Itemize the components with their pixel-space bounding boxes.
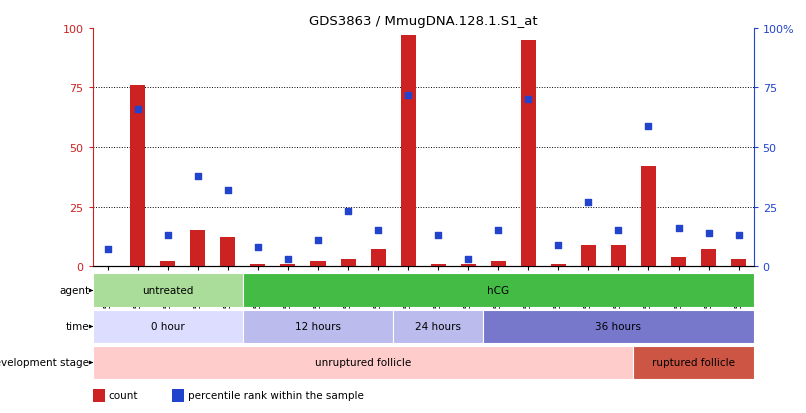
Point xyxy=(702,230,715,236)
Bar xyxy=(172,389,184,401)
Point xyxy=(131,106,144,113)
Point xyxy=(281,256,294,263)
Point xyxy=(312,237,325,244)
Bar xyxy=(430,264,446,266)
Point xyxy=(552,242,565,248)
Point xyxy=(672,225,685,232)
Point xyxy=(521,97,534,104)
Bar xyxy=(243,310,393,344)
Bar xyxy=(671,257,686,266)
Bar xyxy=(393,310,484,344)
Title: GDS3863 / MmugDNA.128.1.S1_at: GDS3863 / MmugDNA.128.1.S1_at xyxy=(309,15,538,28)
Point xyxy=(161,232,174,239)
Bar xyxy=(93,274,243,308)
Point xyxy=(102,247,114,253)
Bar xyxy=(731,259,746,266)
Bar xyxy=(521,41,536,266)
Point xyxy=(222,187,235,194)
Bar xyxy=(491,262,506,266)
Text: time: time xyxy=(66,322,89,332)
Text: untreated: untreated xyxy=(142,286,193,296)
Text: 12 hours: 12 hours xyxy=(295,322,341,332)
Bar xyxy=(190,231,206,266)
Bar xyxy=(220,238,235,266)
Text: hCG: hCG xyxy=(487,286,509,296)
Bar xyxy=(634,346,754,380)
Text: development stage: development stage xyxy=(0,358,89,368)
Bar xyxy=(251,264,265,266)
Point xyxy=(642,123,655,130)
Bar xyxy=(341,259,355,266)
Text: ruptured follicle: ruptured follicle xyxy=(652,358,735,368)
Text: 36 hours: 36 hours xyxy=(596,322,642,332)
Point xyxy=(342,209,355,215)
Bar xyxy=(371,250,385,266)
Text: 24 hours: 24 hours xyxy=(415,322,461,332)
Bar xyxy=(243,274,754,308)
Point xyxy=(372,228,384,234)
Bar xyxy=(131,86,145,266)
Point xyxy=(432,232,445,239)
Bar xyxy=(93,346,634,380)
Text: count: count xyxy=(109,390,138,400)
Point xyxy=(732,232,745,239)
Bar xyxy=(581,245,596,266)
Text: percentile rank within the sample: percentile rank within the sample xyxy=(188,390,364,400)
Point xyxy=(582,199,595,206)
Point xyxy=(401,92,414,99)
Bar xyxy=(701,250,716,266)
Bar xyxy=(550,264,566,266)
Bar xyxy=(401,36,416,266)
Point xyxy=(251,244,264,251)
Point xyxy=(612,228,625,234)
Bar xyxy=(160,262,176,266)
Point xyxy=(462,256,475,263)
Bar xyxy=(93,389,105,401)
Point xyxy=(492,228,505,234)
Point xyxy=(191,173,204,179)
Bar xyxy=(310,262,326,266)
Text: 0 hour: 0 hour xyxy=(151,322,185,332)
Bar xyxy=(484,310,754,344)
Bar xyxy=(611,245,626,266)
Bar xyxy=(641,166,656,266)
Text: unruptured follicle: unruptured follicle xyxy=(315,358,411,368)
Bar xyxy=(280,264,296,266)
Bar xyxy=(461,264,476,266)
Bar xyxy=(93,310,243,344)
Text: agent: agent xyxy=(60,286,89,296)
